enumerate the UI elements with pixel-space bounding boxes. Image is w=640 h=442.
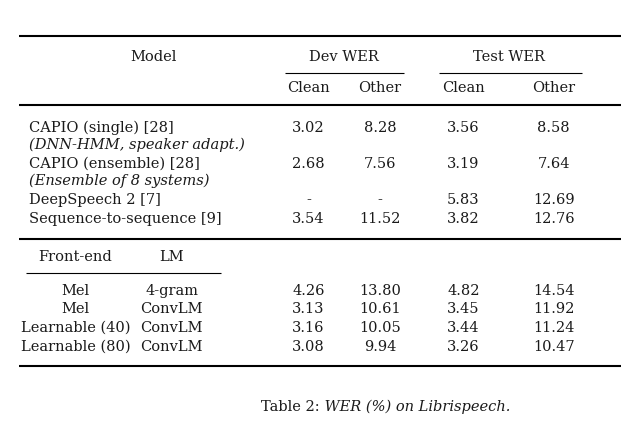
Text: Other: Other — [358, 81, 402, 95]
Text: 9.94: 9.94 — [364, 339, 396, 354]
Text: 11.52: 11.52 — [360, 212, 401, 226]
Text: ConvLM: ConvLM — [140, 339, 203, 354]
Text: 3.54: 3.54 — [292, 212, 324, 226]
Text: 10.61: 10.61 — [359, 302, 401, 316]
Text: 3.19: 3.19 — [447, 156, 479, 171]
Text: 3.02: 3.02 — [292, 121, 324, 135]
Text: Dev WER: Dev WER — [310, 50, 379, 65]
Text: 14.54: 14.54 — [533, 284, 574, 298]
Text: CAPIO (single) [28]: CAPIO (single) [28] — [29, 121, 173, 135]
Text: 10.05: 10.05 — [359, 321, 401, 335]
Text: 3.26: 3.26 — [447, 339, 479, 354]
Text: -: - — [306, 193, 311, 207]
Text: 3.16: 3.16 — [292, 321, 324, 335]
Text: 2.68: 2.68 — [292, 156, 324, 171]
Text: 7.56: 7.56 — [364, 156, 396, 171]
Text: 13.80: 13.80 — [359, 284, 401, 298]
Text: WER (%) on Librispeech.: WER (%) on Librispeech. — [320, 400, 510, 414]
Text: 10.47: 10.47 — [532, 339, 575, 354]
Text: 4.26: 4.26 — [292, 284, 324, 298]
Text: Front-end: Front-end — [38, 250, 113, 264]
Text: 5.83: 5.83 — [447, 193, 479, 207]
Text: 7.64: 7.64 — [538, 156, 570, 171]
Text: (Ensemble of 8 systems): (Ensemble of 8 systems) — [29, 173, 209, 187]
Text: 3.45: 3.45 — [447, 302, 479, 316]
Text: 12.69: 12.69 — [532, 193, 575, 207]
Text: Learnable (40): Learnable (40) — [20, 321, 131, 335]
Text: DeepSpeech 2 [7]: DeepSpeech 2 [7] — [29, 193, 161, 207]
Text: ConvLM: ConvLM — [140, 302, 203, 316]
Text: -: - — [378, 193, 383, 207]
Text: 4.82: 4.82 — [447, 284, 479, 298]
Text: LM: LM — [159, 250, 184, 264]
Text: 8.58: 8.58 — [538, 121, 570, 135]
Text: Table 2:: Table 2: — [261, 400, 320, 414]
Text: CAPIO (ensemble) [28]: CAPIO (ensemble) [28] — [29, 156, 200, 171]
Text: Learnable (80): Learnable (80) — [20, 339, 131, 354]
Text: 4-gram: 4-gram — [145, 284, 198, 298]
Text: Mel: Mel — [61, 302, 90, 316]
Text: 11.24: 11.24 — [533, 321, 574, 335]
Text: Mel: Mel — [61, 284, 90, 298]
Text: Sequence-to-sequence [9]: Sequence-to-sequence [9] — [29, 212, 221, 226]
Text: 3.13: 3.13 — [292, 302, 324, 316]
Text: Clean: Clean — [287, 81, 330, 95]
Text: Clean: Clean — [442, 81, 484, 95]
Text: 3.56: 3.56 — [447, 121, 479, 135]
Text: ConvLM: ConvLM — [140, 321, 203, 335]
Text: Other: Other — [532, 81, 575, 95]
Text: 3.44: 3.44 — [447, 321, 479, 335]
Text: 12.76: 12.76 — [532, 212, 575, 226]
Text: 11.92: 11.92 — [533, 302, 574, 316]
Text: Test WER: Test WER — [473, 50, 545, 65]
Text: 3.08: 3.08 — [292, 339, 325, 354]
Text: 8.28: 8.28 — [364, 121, 396, 135]
Text: Model: Model — [131, 50, 177, 65]
Text: 3.82: 3.82 — [447, 212, 479, 226]
Text: (DNN-HMM, speaker adapt.): (DNN-HMM, speaker adapt.) — [29, 138, 244, 152]
